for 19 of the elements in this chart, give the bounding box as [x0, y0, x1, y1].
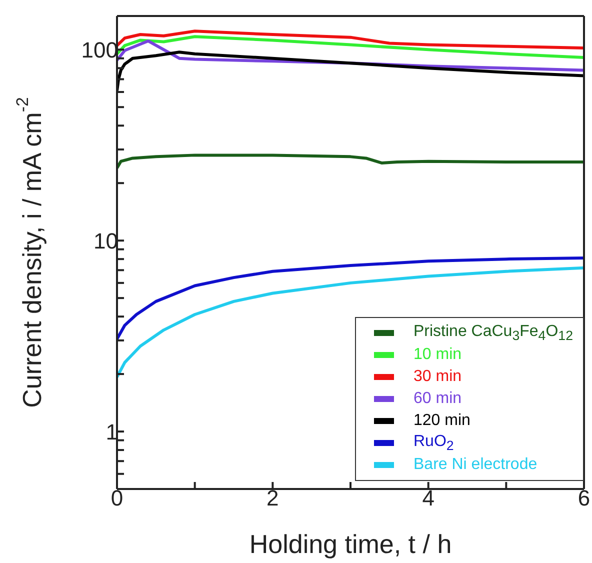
- line-series: [117, 256, 584, 341]
- line-series: [117, 50, 584, 92]
- legend-label: 60 min: [414, 390, 462, 408]
- legend-label: 120 min: [414, 412, 470, 430]
- line-series: [117, 30, 584, 50]
- y-tick-label: 100: [81, 37, 118, 62]
- x-tick-label: 6: [578, 486, 590, 511]
- line-series: [117, 35, 584, 59]
- legend-label: 10 min: [414, 346, 462, 364]
- x-axis-title: Holding time, t / h: [249, 529, 452, 559]
- x-tick-label: 0: [110, 486, 124, 511]
- y-tick-label: 1: [106, 419, 118, 444]
- legend-label: Bare Ni electrode: [414, 456, 538, 474]
- x-tick-label: 2: [266, 486, 279, 511]
- x-tick-label: 4: [422, 486, 434, 511]
- line-series: [117, 154, 584, 170]
- legend-label: RuO$_{2}$: [414, 432, 454, 454]
- legend-label: 30 min: [414, 368, 462, 386]
- legend-label: Pristine CaCu$_{3}$Fe$_{4}$O$_{12}$: [414, 322, 573, 344]
